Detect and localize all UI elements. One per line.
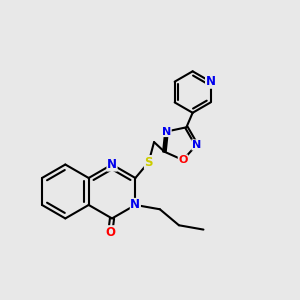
Text: N: N — [130, 199, 140, 212]
Text: N: N — [206, 75, 216, 88]
Text: N: N — [192, 140, 201, 150]
Text: O: O — [105, 226, 115, 239]
Text: N: N — [107, 158, 117, 171]
Text: S: S — [144, 156, 153, 169]
Text: O: O — [178, 155, 188, 165]
Text: N: N — [162, 127, 171, 136]
